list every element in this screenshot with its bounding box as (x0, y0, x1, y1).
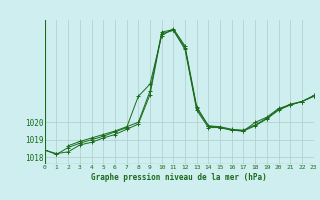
X-axis label: Graphe pression niveau de la mer (hPa): Graphe pression niveau de la mer (hPa) (91, 173, 267, 182)
